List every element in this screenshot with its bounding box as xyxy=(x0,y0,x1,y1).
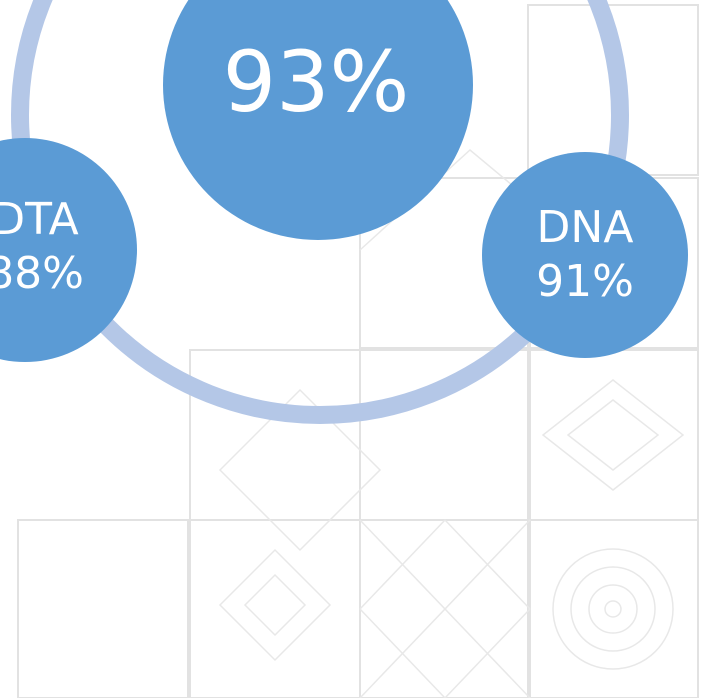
node-name: DNA xyxy=(537,202,634,253)
node-label: 88% xyxy=(0,248,84,299)
node-label: 91% xyxy=(536,256,634,307)
node-circle xyxy=(482,152,688,358)
center-label: 93% xyxy=(223,33,410,131)
node-name: DTA xyxy=(0,194,79,245)
infographic: 93% DTA 88% DNA 91% xyxy=(0,0,705,698)
